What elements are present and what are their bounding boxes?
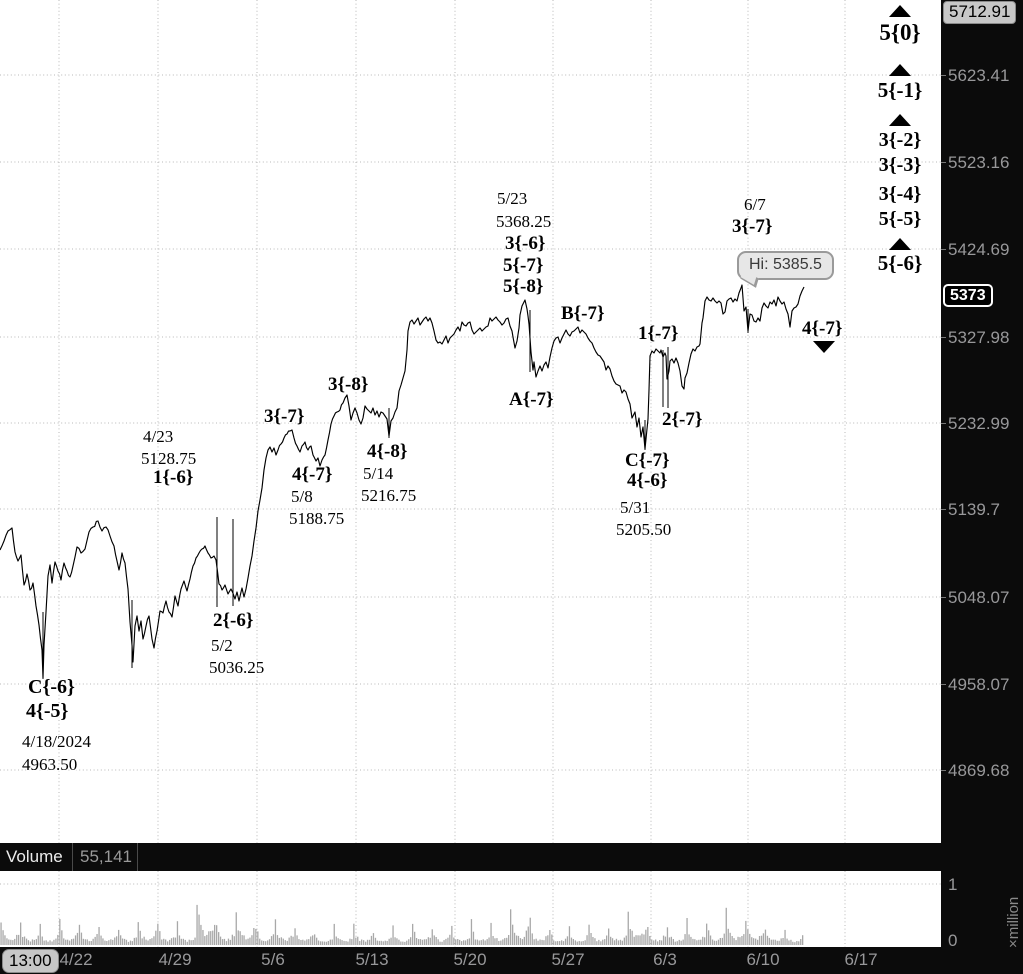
- high-price-tooltip-text: Hi: 5385.5: [749, 256, 822, 273]
- wave-annotation[interactable]: 3{-7}: [264, 406, 305, 427]
- volume-unit-label: ×million: [1005, 896, 1022, 948]
- wave-annotation[interactable]: C{-7}: [625, 450, 670, 471]
- header-separator[interactable]: [72, 843, 73, 871]
- projected-wave-label[interactable]: 3{-3}: [878, 154, 922, 176]
- triangle-up-icon[interactable]: [889, 114, 911, 126]
- volume-label: Volume: [6, 847, 63, 866]
- price-axis-tick[interactable]: [941, 423, 946, 424]
- projected-wave-label[interactable]: 5{-5}: [878, 208, 922, 230]
- date-axis-label[interactable]: 5/13: [355, 950, 389, 969]
- price-axis-label[interactable]: 5327.98: [948, 328, 1010, 347]
- triangle-up-icon[interactable]: [889, 238, 911, 250]
- wave-annotation[interactable]: 3{-8}: [328, 374, 369, 395]
- price-axis-label[interactable]: 5232.99: [948, 414, 1010, 433]
- price-axis-label[interactable]: 5623.41: [948, 66, 1010, 85]
- price-axis-label[interactable]: 5048.07: [948, 588, 1010, 607]
- price-axis-tick[interactable]: [941, 770, 946, 771]
- wave-annotation[interactable]: 5/2: [211, 636, 233, 655]
- price-axis-tick[interactable]: [941, 162, 946, 163]
- wave-annotation[interactable]: 6/7: [744, 195, 766, 214]
- wave-annotation[interactable]: 5/23: [497, 189, 528, 208]
- price-axis-label[interactable]: 4869.68: [948, 761, 1010, 780]
- last-price-badge[interactable]: 5373: [943, 284, 993, 308]
- projected-wave-label[interactable]: 5{0}: [879, 20, 921, 45]
- wave-annotation[interactable]: A{-7}: [509, 389, 554, 410]
- header-separator[interactable]: [137, 843, 138, 871]
- volume-pane-header[interactable]: Volume 55,141: [0, 843, 941, 871]
- wave-annotation[interactable]: 5128.75: [141, 449, 197, 468]
- date-axis-label[interactable]: 6/3: [653, 950, 677, 969]
- wave-annotation[interactable]: 5188.75: [289, 509, 345, 528]
- high-price-tooltip: Hi: 5385.5: [737, 251, 834, 288]
- volume-axis-label[interactable]: 0: [948, 931, 958, 950]
- time-cursor-badge: 13:00: [2, 949, 59, 974]
- wave-annotation[interactable]: 1{-6}: [153, 467, 194, 488]
- wave-annotation[interactable]: 4{-7}: [802, 318, 843, 339]
- date-axis-label[interactable]: 5/20: [453, 950, 487, 969]
- date-axis-label[interactable]: 5/27: [551, 950, 585, 969]
- triangle-up-icon[interactable]: [889, 64, 911, 76]
- price-axis[interactable]: ×million 5712.91 5623.41 5523.16 5424.69 537…: [941, 0, 1023, 974]
- wave-annotation[interactable]: 2{-6}: [213, 610, 254, 631]
- triangle-down-icon[interactable]: [813, 341, 835, 353]
- wave-annotation[interactable]: 4/18/2024: [22, 732, 91, 751]
- wave-annotation[interactable]: 5205.50: [616, 520, 672, 539]
- price-axis-tick[interactable]: [941, 509, 946, 510]
- volume-plot: [0, 871, 941, 947]
- wave-annotation[interactable]: 5036.25: [209, 658, 265, 677]
- volume-value: 55,141: [80, 847, 132, 866]
- wave-annotation[interactable]: B{-7}: [561, 303, 605, 324]
- price-axis-tick[interactable]: [941, 75, 946, 76]
- price-chart-area[interactable]: [0, 0, 941, 843]
- date-axis-label[interactable]: 5/6: [261, 950, 285, 969]
- volume-pane[interactable]: [0, 871, 941, 947]
- price-axis-label[interactable]: 4958.07: [948, 675, 1010, 694]
- wave-annotation[interactable]: 4{-6}: [627, 470, 668, 491]
- date-axis-label[interactable]: 6/10: [746, 950, 780, 969]
- wave-annotation[interactable]: 5/31: [620, 498, 651, 517]
- wave-annotation[interactable]: 2{-7}: [662, 409, 703, 430]
- wave-annotation[interactable]: 5368.25: [496, 212, 552, 231]
- projected-wave-label[interactable]: 5{-6}: [877, 251, 923, 275]
- volume-axis-label[interactable]: 1: [948, 875, 958, 894]
- triangle-up-icon[interactable]: [889, 5, 911, 17]
- price-axis-tick[interactable]: [941, 597, 946, 598]
- wave-annotation[interactable]: 4{-7}: [292, 464, 333, 485]
- wave-annotation[interactable]: 5{-8}: [503, 276, 544, 297]
- price-axis-tick[interactable]: [941, 249, 946, 250]
- wave-annotation[interactable]: 4963.50: [22, 755, 78, 774]
- wave-annotation[interactable]: C{-6}: [28, 676, 75, 698]
- date-axis-label[interactable]: 6/17: [844, 950, 878, 969]
- projected-wave-label[interactable]: 3{-2}: [878, 129, 922, 151]
- price-axis-label[interactable]: 5523.16: [948, 153, 1010, 172]
- wave-annotation[interactable]: 1{-7}: [638, 323, 679, 344]
- projected-wave-label[interactable]: 5{-1}: [877, 78, 923, 102]
- wave-annotation[interactable]: 5{-7}: [503, 255, 544, 276]
- date-axis-label[interactable]: 4/22: [59, 950, 93, 969]
- wave-annotation[interactable]: 4/23: [143, 427, 174, 446]
- price-axis-tick[interactable]: [941, 337, 946, 338]
- wave-annotation[interactable]: 3{-7}: [732, 216, 773, 237]
- wave-annotation[interactable]: 5/14: [363, 464, 394, 483]
- wave-annotation[interactable]: 4{-5}: [26, 700, 69, 722]
- time-axis[interactable]: 13:00 4/22 4/29 5/6 5/13 5/20 5/27 6/3 6/10 6/17: [0, 947, 1023, 974]
- projected-wave-label[interactable]: 3{-4}: [878, 183, 922, 205]
- wave-annotation[interactable]: 5216.75: [361, 486, 417, 505]
- wave-annotation[interactable]: 4{-8}: [367, 441, 408, 462]
- price-axis-label[interactable]: 5424.69: [948, 240, 1010, 259]
- price-plot: [0, 0, 941, 843]
- price-axis-tick[interactable]: [941, 684, 946, 685]
- date-axis-label[interactable]: 4/29: [158, 950, 192, 969]
- price-axis-label[interactable]: 5139.7: [948, 500, 1000, 519]
- axis-high-badge[interactable]: 5712.91: [943, 1, 1017, 24]
- wave-annotation[interactable]: 5/8: [291, 487, 313, 506]
- wave-annotation[interactable]: 3{-6}: [505, 233, 546, 254]
